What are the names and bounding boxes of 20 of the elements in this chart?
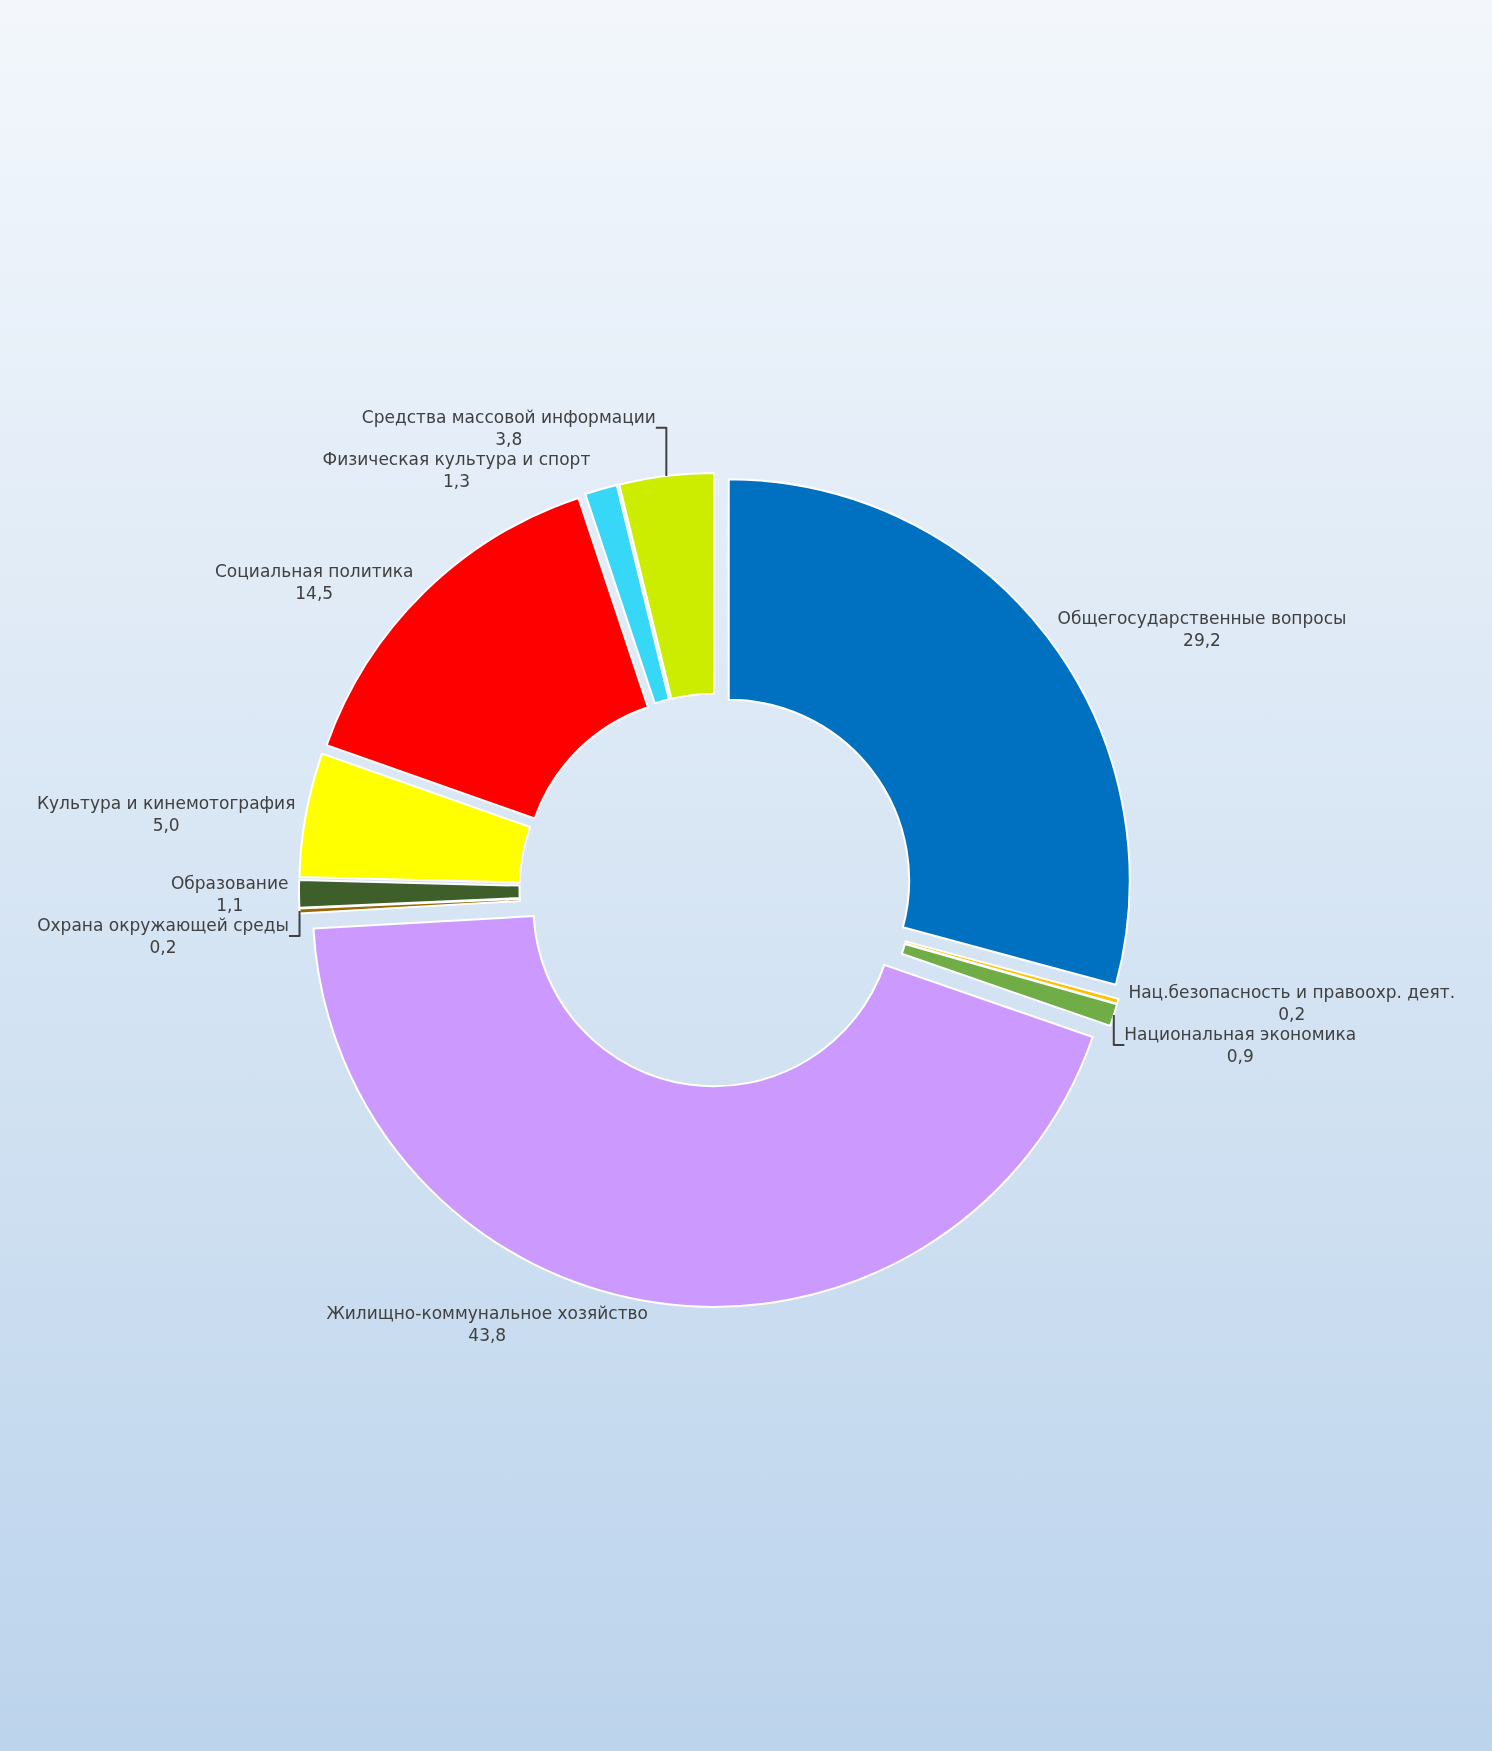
data-label: 14,5 [295, 582, 334, 603]
data-label: 0,2 [149, 937, 177, 958]
data-label: 29,2 [1183, 629, 1221, 650]
data-label: 0,2 [1278, 1003, 1306, 1024]
slice-label: Социальная политика [214, 560, 414, 581]
slice-label: Культура и кинемотография [36, 792, 296, 813]
data-label: 43,8 [468, 1324, 507, 1345]
slice-label: Общегосударственные вопросы [1057, 607, 1347, 628]
data-label: 3,8 [495, 428, 523, 449]
slice-label: Национальная экономика [1124, 1023, 1357, 1044]
slice-label: Нац.безопасность и правоохр. деят. [1128, 981, 1456, 1002]
slice-label: Охрана окружающей среды [37, 914, 289, 935]
slice-label: Жилищно-коммунальное хозяйство [326, 1302, 649, 1323]
slice-label: Физическая культура и спорт [322, 448, 591, 469]
data-label: 1,1 [216, 894, 244, 915]
slice-label: Средства массовой информации [361, 406, 656, 427]
data-label: 0,9 [1226, 1045, 1254, 1066]
data-label: 5,0 [152, 814, 180, 835]
data-label: 1,3 [442, 470, 470, 491]
slice-label: Образование [170, 872, 289, 893]
